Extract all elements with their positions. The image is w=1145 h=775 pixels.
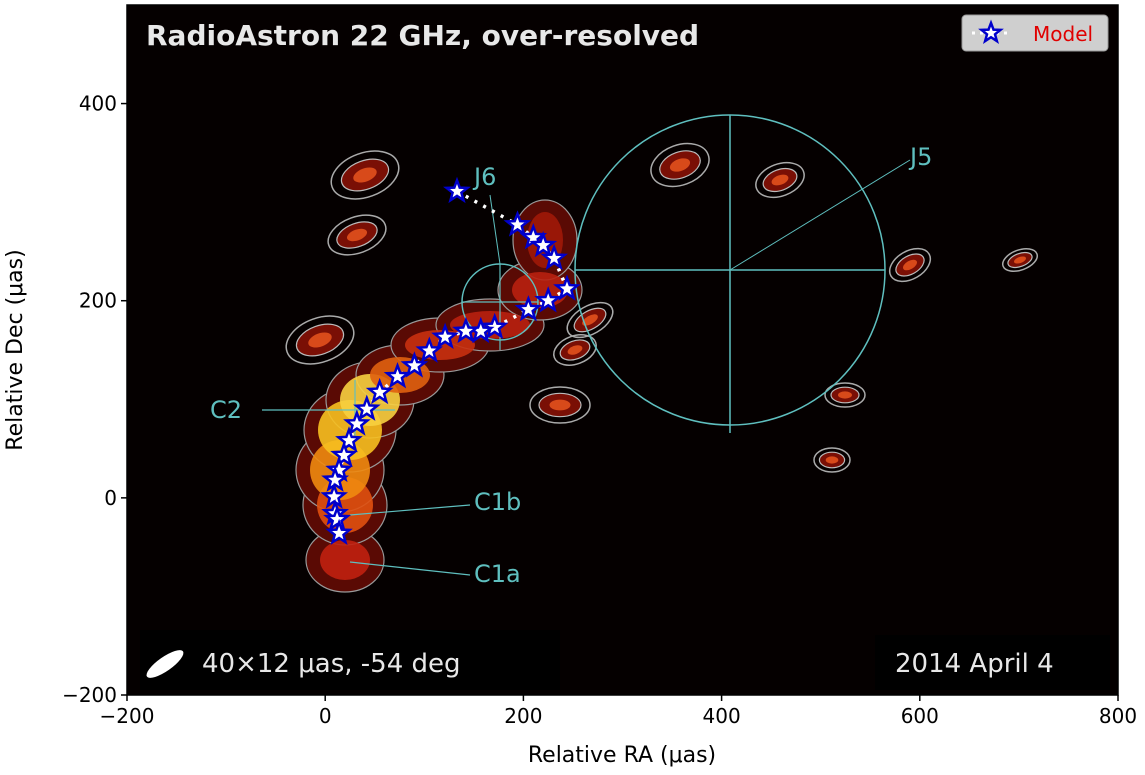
c1a-leader bbox=[349, 561, 471, 576]
emission-core bbox=[1013, 256, 1027, 264]
x-tick-label: 200 bbox=[504, 704, 542, 728]
model-point bbox=[325, 518, 353, 546]
emission-blob bbox=[330, 150, 400, 200]
emission-core bbox=[549, 399, 571, 411]
model-series bbox=[320, 176, 581, 546]
model-point bbox=[330, 440, 358, 468]
y-tick-label: 200 bbox=[79, 289, 117, 313]
jet-emission bbox=[320, 540, 370, 580]
emission-blob bbox=[553, 334, 597, 366]
contour bbox=[553, 334, 597, 366]
model-point bbox=[343, 409, 371, 436]
beam-label: 40×12 μas, -54 deg bbox=[202, 649, 461, 679]
emission-core bbox=[903, 259, 917, 271]
emission-core bbox=[838, 391, 852, 399]
emission-core bbox=[582, 314, 598, 326]
x-axis-label: Relative RA (μas) bbox=[528, 743, 716, 768]
label-c2: C2 bbox=[210, 396, 242, 424]
date-label: 2014 April 4 bbox=[895, 649, 1054, 679]
model-point bbox=[452, 316, 480, 344]
contour bbox=[888, 247, 932, 283]
c1b-leader bbox=[349, 504, 471, 516]
label-c1a: C1a bbox=[474, 560, 521, 588]
emission-blob bbox=[650, 142, 710, 188]
component-markers bbox=[262, 114, 911, 576]
model-point bbox=[321, 465, 350, 492]
model-point bbox=[383, 362, 412, 389]
image-title: RadioAstron 22 GHz, over-resolved bbox=[146, 19, 699, 52]
label-j5: J5 bbox=[908, 143, 932, 171]
x-tick-label: 800 bbox=[1099, 704, 1137, 728]
model-point bbox=[335, 426, 363, 453]
model-point bbox=[514, 295, 543, 322]
x-tick-label: −200 bbox=[100, 704, 155, 728]
emission-blob bbox=[755, 161, 805, 199]
emission-blob bbox=[327, 214, 387, 256]
emission-blob bbox=[1001, 248, 1039, 272]
y-axis-label: Relative Dec (μas) bbox=[3, 249, 28, 450]
model-point bbox=[534, 286, 562, 313]
contour bbox=[813, 447, 851, 473]
emission-blob bbox=[813, 447, 851, 473]
contour bbox=[1001, 248, 1039, 272]
y-tick-label: −200 bbox=[62, 683, 117, 707]
contour bbox=[824, 382, 866, 408]
emission-blob bbox=[285, 315, 355, 365]
label-c1b: C1b bbox=[474, 488, 521, 516]
x-tick-label: 0 bbox=[319, 704, 332, 728]
x-tick-label: 600 bbox=[901, 704, 939, 728]
emission-core bbox=[308, 332, 332, 348]
model-point bbox=[503, 210, 532, 237]
emission-core bbox=[353, 167, 377, 183]
beam-box bbox=[140, 630, 560, 690]
label-j6: J6 bbox=[472, 163, 496, 191]
emission-blob bbox=[566, 301, 614, 339]
x-axis: −200 0 200 400 600 800 bbox=[100, 695, 1137, 728]
emission-core bbox=[825, 456, 839, 464]
model-point bbox=[443, 176, 471, 204]
model-point bbox=[553, 274, 581, 301]
model-point bbox=[529, 230, 558, 258]
beam-ellipse bbox=[146, 650, 184, 678]
model-point bbox=[540, 243, 568, 271]
legend: Model bbox=[961, 14, 1109, 52]
model-point bbox=[353, 394, 381, 421]
y-axis: −200 0 200 400 bbox=[62, 92, 127, 707]
model-point bbox=[431, 322, 459, 349]
j5-leader bbox=[729, 159, 911, 271]
legend-model: Model bbox=[1033, 22, 1093, 46]
plot-frame bbox=[126, 4, 1119, 696]
contour bbox=[285, 315, 355, 365]
j6-leader bbox=[489, 194, 501, 265]
contour bbox=[529, 386, 591, 424]
x-tick-label: 400 bbox=[703, 704, 741, 728]
emission-blob bbox=[529, 386, 591, 424]
emission-core bbox=[669, 158, 691, 172]
contour bbox=[330, 150, 400, 200]
contour bbox=[755, 161, 805, 199]
date-box bbox=[875, 635, 1110, 690]
emission-blob bbox=[824, 382, 866, 408]
model-point bbox=[325, 455, 353, 483]
y-tick-label: 400 bbox=[79, 92, 117, 116]
model-point bbox=[400, 351, 429, 378]
model-point bbox=[365, 377, 394, 405]
contour bbox=[327, 214, 387, 256]
plot-background bbox=[127, 5, 1118, 695]
emission-core bbox=[567, 345, 583, 355]
contour bbox=[650, 142, 710, 188]
emission-blob bbox=[888, 247, 932, 283]
model-point bbox=[480, 312, 509, 340]
contour bbox=[566, 301, 614, 339]
legend-star-icon bbox=[978, 19, 1004, 44]
emission-core bbox=[771, 174, 789, 186]
y-tick-label: 0 bbox=[104, 486, 117, 510]
emission-core bbox=[346, 228, 368, 242]
model-point bbox=[320, 482, 348, 509]
model-point bbox=[415, 336, 444, 363]
